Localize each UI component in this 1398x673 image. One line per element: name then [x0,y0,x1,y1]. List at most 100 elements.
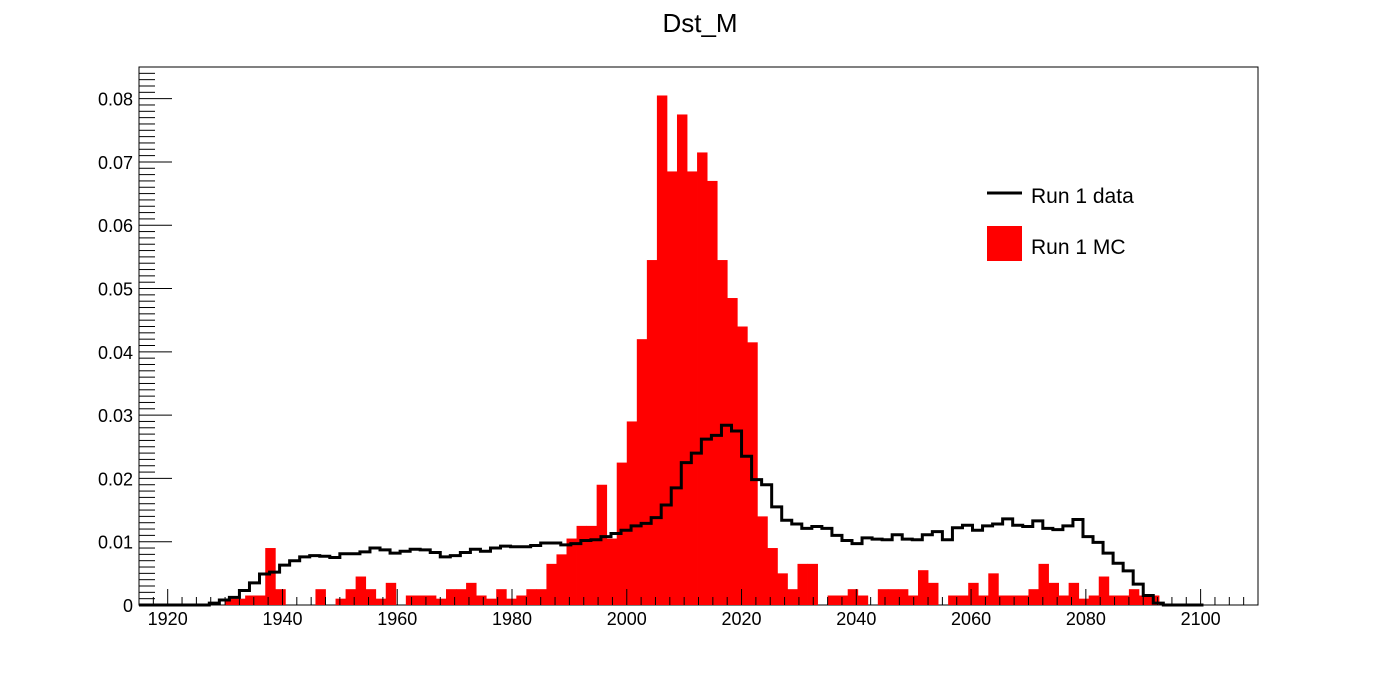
mc-bar [1078,598,1090,605]
mc-bar [456,589,467,605]
mc-bar [777,573,788,605]
mc-bar [275,589,286,605]
mc-bar [958,595,969,605]
mc-bar [827,595,839,605]
mc-bar [928,582,939,605]
mc-bar [1118,595,1130,605]
mc-bar [847,589,859,605]
mc-bar [887,589,899,605]
mc-bar [446,589,457,605]
mc-bar [506,598,517,605]
mc-bar [385,582,397,605]
mc-bar [687,171,698,605]
mc-bar [646,260,658,605]
y-tick-label: 0.01 [98,533,133,553]
mc-bar [586,525,598,605]
data-step-line [139,423,1204,607]
mc-bar [315,589,326,605]
mc-bar [857,595,869,605]
legend: Run 1 data Run 1 MC [987,185,1134,261]
x-tick-label: 2020 [722,609,762,629]
mc-bar [656,95,668,605]
mc-bar [797,563,808,605]
legend-run1-data-label: Run 1 data [1031,185,1134,208]
mc-bar [737,326,748,605]
mc-bar [1058,595,1070,605]
x-tick-label: 1940 [262,609,302,629]
mc-bar [235,598,246,605]
mc-bar [425,595,437,605]
y-tick-label: 0.04 [98,343,133,363]
mc-bar [225,598,236,605]
x-tick-label: 1960 [377,609,417,629]
plot-area: 1920 1940 1960 1980 2000 2020 2040 2060 2080 2100… [98,66,1259,629]
mc-bar [255,595,266,605]
mc-bar [1008,595,1019,605]
mc-bar [917,570,929,605]
x-tick-label: 2080 [1066,609,1106,629]
mc-bar [1128,589,1140,605]
mc-bar [466,582,477,605]
x-tick-label: 1980 [492,609,532,629]
x-tick-label: 2040 [836,609,876,629]
mc-bar [345,589,357,605]
mc-bar [787,589,798,605]
mc-bar [546,563,557,605]
legend-run1-mc-swatch [987,226,1022,261]
y-tick-label: 0.05 [98,280,133,300]
mc-bar [988,573,999,605]
mc-bar [1098,576,1110,605]
mc-bar [405,595,417,605]
mc-bar [486,598,497,605]
mc-bar [666,171,678,605]
mc-bar [757,516,768,605]
mc-bar [767,548,778,605]
mc-bar [415,595,427,605]
mc-bar [1108,595,1120,605]
chart-title: Dst_M [662,8,737,38]
x-tick-label: 2000 [607,609,647,629]
mc-bar [697,152,708,605]
y-tick-label: 0.02 [98,469,133,489]
mc-bar [626,421,638,605]
mc-bar [837,595,849,605]
mc-bar [375,598,387,605]
mc-bar [335,598,346,605]
mc-bar [556,554,567,605]
mc-bar [516,595,527,605]
mc-bar [596,484,608,605]
mc-bar [365,589,377,605]
mc-bar [907,595,919,605]
mc-bar [435,598,447,605]
mc-bar [576,525,587,605]
y-tick-label: 0 [123,596,133,616]
mc-bar [676,114,688,606]
mc-bar [265,548,276,605]
x-tick-label: 2100 [1181,609,1221,629]
mc-bar [727,298,738,605]
mc-bar [496,589,507,605]
mc-bar [566,538,577,605]
mc-bar [526,589,537,605]
mc-bar [1048,582,1059,605]
mc-bar [978,595,989,605]
mc-bar [948,595,959,605]
mc-bar [1028,589,1039,605]
y-tick-label: 0.03 [98,406,133,426]
mc-bar [707,180,718,605]
legend-run1-mc-label: Run 1 MC [1031,236,1126,259]
mc-bar [245,595,256,605]
mc-bar [1068,582,1080,605]
y-tick-label: 0.07 [98,153,133,173]
mc-bar [476,595,487,605]
mc-bar [998,595,1009,605]
mc-bar [1088,595,1100,605]
y-tick-label: 0.06 [98,216,133,236]
mc-bar [877,589,889,605]
mc-bar [968,582,979,605]
mc-bar [355,576,367,605]
mc-bar [606,538,618,605]
mc-bar [897,589,909,605]
mc-bar [636,339,648,605]
